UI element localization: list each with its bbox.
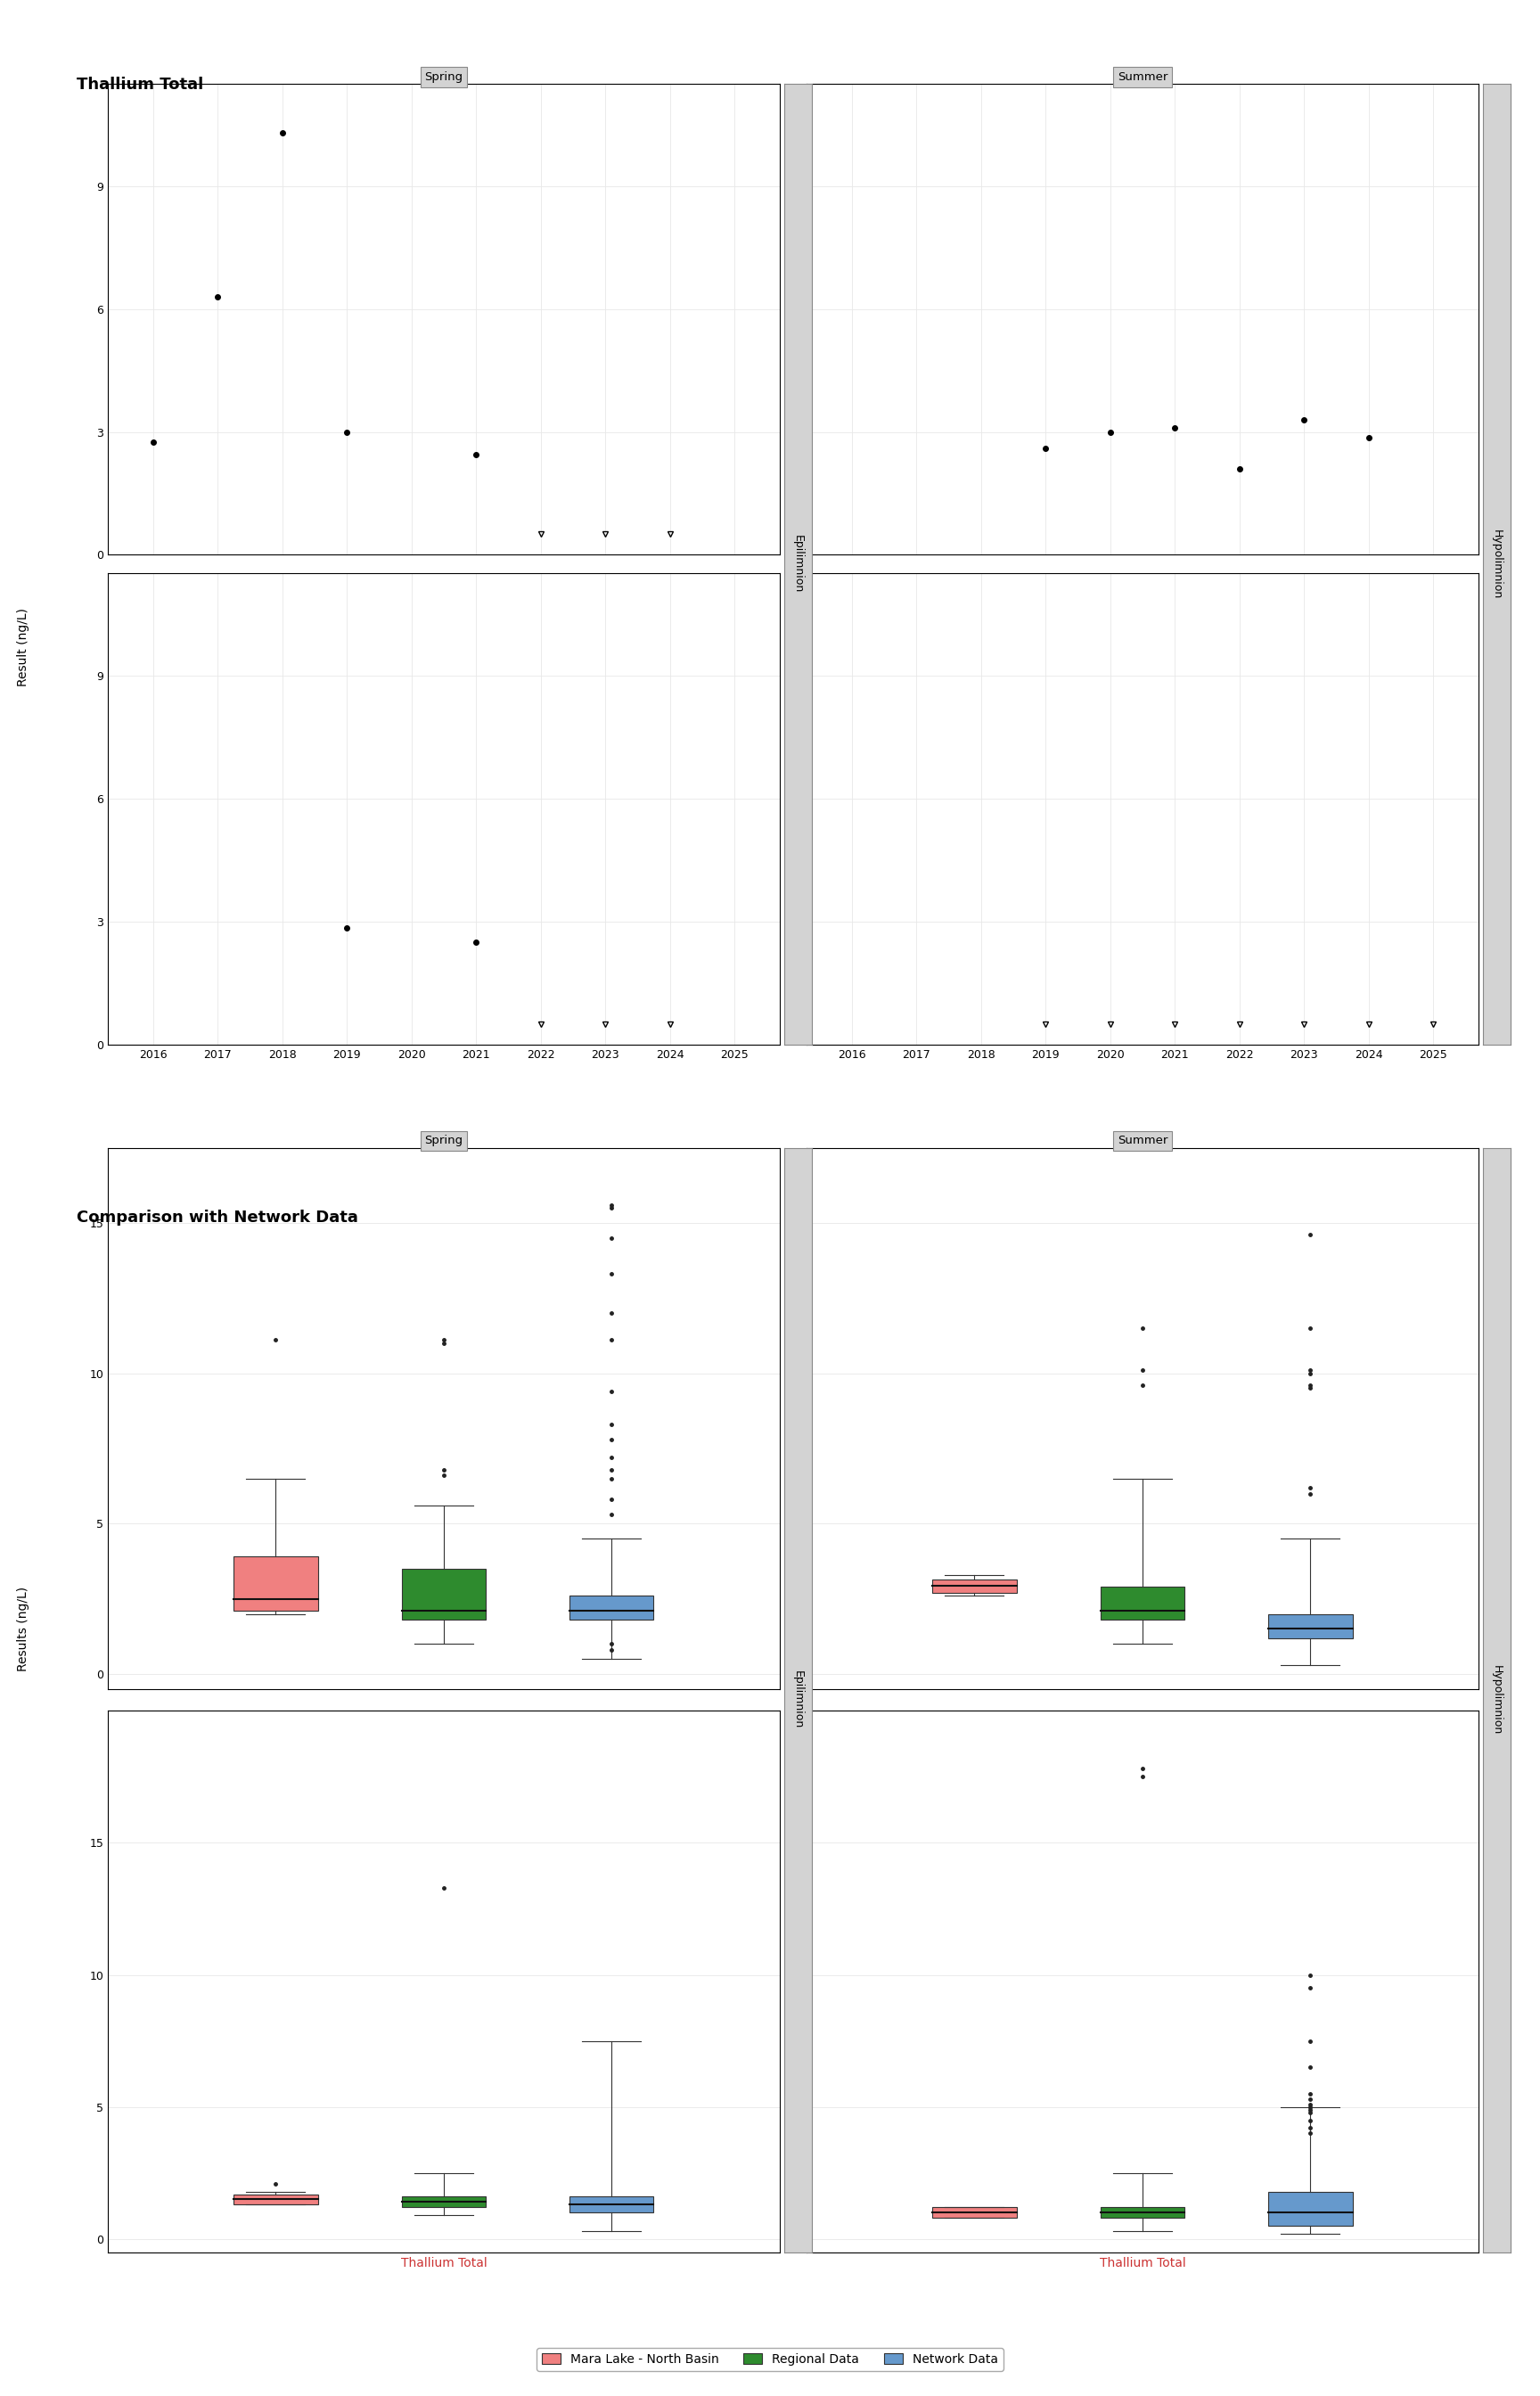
Title: Summer: Summer xyxy=(1118,72,1167,84)
Text: Hypolimnion: Hypolimnion xyxy=(1491,1665,1503,1735)
Bar xyxy=(570,2197,653,2212)
Text: Epilimnion: Epilimnion xyxy=(793,1670,804,1730)
Bar xyxy=(402,1569,485,1620)
Bar xyxy=(933,1579,1016,1593)
Bar xyxy=(1101,1586,1184,1620)
Bar xyxy=(402,2197,485,2207)
Bar xyxy=(1269,1615,1352,1639)
Bar xyxy=(570,1596,653,1620)
Title: Spring: Spring xyxy=(425,72,464,84)
Text: Epilimnion: Epilimnion xyxy=(793,534,804,594)
Text: Hypolimnion: Hypolimnion xyxy=(1491,530,1503,599)
Bar xyxy=(1101,2207,1184,2219)
Bar xyxy=(234,2195,317,2204)
Text: Results (ng/L): Results (ng/L) xyxy=(17,1586,29,1672)
Text: Result (ng/L): Result (ng/L) xyxy=(17,609,29,685)
Bar xyxy=(234,1557,317,1610)
Title: Spring: Spring xyxy=(425,1136,464,1148)
Bar xyxy=(933,2207,1016,2219)
Text: Comparison with Network Data: Comparison with Network Data xyxy=(77,1210,359,1227)
Legend: Mara Lake - North Basin, Regional Data, Network Data: Mara Lake - North Basin, Regional Data, … xyxy=(537,2348,1003,2370)
X-axis label: Thallium Total: Thallium Total xyxy=(1100,2257,1186,2269)
Text: Thallium Total: Thallium Total xyxy=(77,77,203,93)
Title: Summer: Summer xyxy=(1118,1136,1167,1148)
X-axis label: Thallium Total: Thallium Total xyxy=(400,2257,487,2269)
Bar xyxy=(1269,2192,1352,2226)
